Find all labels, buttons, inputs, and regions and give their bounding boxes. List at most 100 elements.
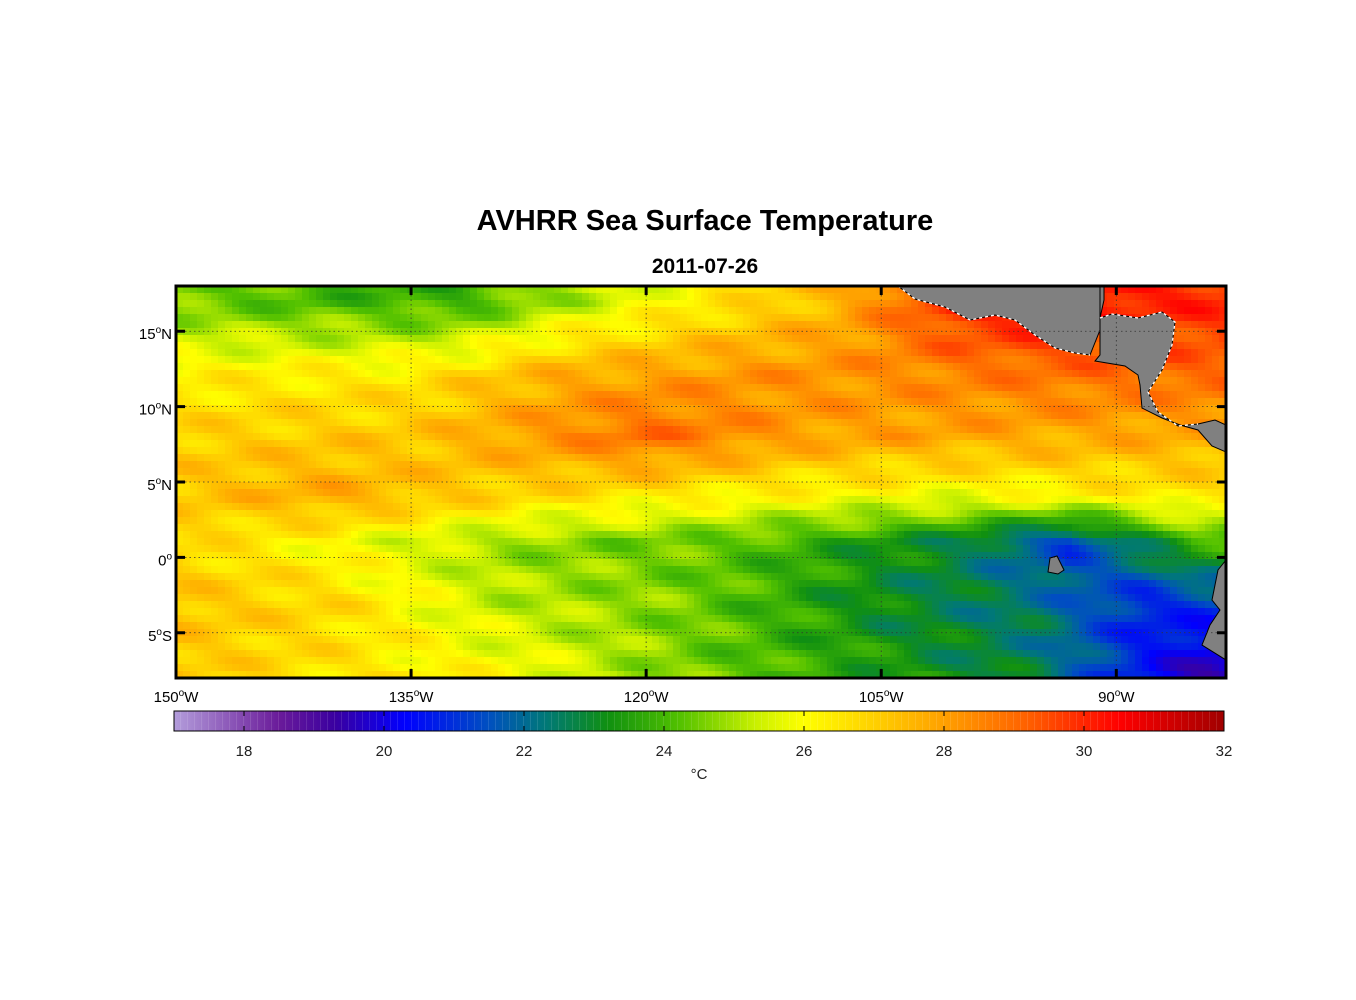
sst-cell	[442, 412, 450, 420]
sst-cell	[484, 468, 492, 476]
sst-cell	[673, 426, 681, 434]
sst-cell	[568, 496, 576, 504]
sst-cell	[1170, 433, 1178, 441]
sst-cell	[1184, 433, 1192, 441]
sst-cell	[834, 398, 842, 406]
sst-cell	[1023, 342, 1031, 350]
sst-cell	[652, 426, 660, 434]
sst-cell	[267, 356, 275, 364]
sst-cell	[1205, 482, 1213, 490]
sst-cell	[876, 335, 884, 343]
sst-cell	[1079, 510, 1087, 518]
sst-cell	[1156, 377, 1164, 385]
sst-cell	[813, 426, 821, 434]
sst-cell	[883, 440, 891, 448]
sst-cell	[771, 433, 779, 441]
sst-cell	[351, 489, 359, 497]
sst-cell	[897, 321, 905, 329]
sst-cell	[799, 293, 807, 301]
sst-cell	[1114, 447, 1122, 455]
sst-cell	[1191, 349, 1199, 357]
sst-cell	[442, 398, 450, 406]
sst-cell	[918, 384, 926, 392]
sst-cell	[491, 426, 499, 434]
sst-cell	[316, 363, 324, 371]
sst-cell	[1030, 377, 1038, 385]
sst-cell	[673, 391, 681, 399]
sst-cell	[358, 377, 366, 385]
sst-cell	[309, 377, 317, 385]
sst-cell	[960, 342, 968, 350]
sst-cell	[1198, 356, 1206, 364]
sst-cell	[967, 482, 975, 490]
sst-cell	[652, 405, 660, 413]
sst-cell	[316, 482, 324, 490]
sst-cell	[736, 314, 744, 322]
sst-cell	[232, 363, 240, 371]
sst-cell	[1016, 321, 1024, 329]
sst-cell	[484, 377, 492, 385]
sst-cell	[337, 342, 345, 350]
sst-cell	[547, 363, 555, 371]
sst-cell	[190, 447, 198, 455]
sst-cell	[1121, 384, 1129, 392]
sst-cell	[386, 349, 394, 357]
sst-cell	[827, 419, 835, 427]
sst-cell	[701, 433, 709, 441]
sst-cell	[211, 293, 219, 301]
sst-cell	[1212, 307, 1220, 315]
sst-cell	[1093, 440, 1101, 448]
sst-cell	[1212, 412, 1220, 420]
sst-cell	[778, 300, 786, 308]
sst-cell	[302, 447, 310, 455]
sst-cell	[463, 377, 471, 385]
sst-cell	[827, 405, 835, 413]
sst-cell	[974, 433, 982, 441]
sst-cell	[946, 454, 954, 462]
sst-cell	[855, 342, 863, 350]
sst-cell	[568, 363, 576, 371]
sst-cell	[1044, 461, 1052, 469]
sst-cell	[1093, 377, 1101, 385]
sst-cell	[792, 321, 800, 329]
sst-cell	[379, 489, 387, 497]
sst-cell	[253, 307, 261, 315]
sst-cell	[351, 293, 359, 301]
sst-cell	[757, 510, 765, 518]
sst-cell	[1205, 391, 1213, 399]
sst-cell	[288, 286, 296, 294]
sst-cell	[309, 468, 317, 476]
sst-cell	[820, 461, 828, 469]
sst-cell	[281, 496, 289, 504]
sst-cell	[561, 426, 569, 434]
sst-cell	[1177, 391, 1185, 399]
sst-cell	[365, 384, 373, 392]
sst-cell	[1177, 384, 1185, 392]
sst-cell	[1100, 391, 1108, 399]
sst-cell	[1198, 468, 1206, 476]
sst-cell	[680, 454, 688, 462]
sst-cell	[1149, 489, 1157, 497]
sst-cell	[946, 475, 954, 483]
sst-cell	[918, 300, 926, 308]
sst-cell	[652, 510, 660, 518]
sst-cell	[918, 321, 926, 329]
sst-cell	[659, 342, 667, 350]
sst-cell	[498, 342, 506, 350]
sst-cell	[267, 510, 275, 518]
sst-cell	[463, 349, 471, 357]
sst-cell	[267, 447, 275, 455]
sst-cell	[533, 405, 541, 413]
sst-cell	[1191, 335, 1199, 343]
sst-cell	[729, 440, 737, 448]
sst-cell	[778, 489, 786, 497]
sst-cell	[666, 405, 674, 413]
sst-cell	[652, 377, 660, 385]
sst-cell	[505, 391, 513, 399]
sst-cell	[274, 398, 282, 406]
sst-cell	[890, 370, 898, 378]
sst-cell	[1163, 391, 1171, 399]
sst-cell	[1009, 447, 1017, 455]
sst-cell	[484, 391, 492, 399]
sst-cell	[1198, 349, 1206, 357]
